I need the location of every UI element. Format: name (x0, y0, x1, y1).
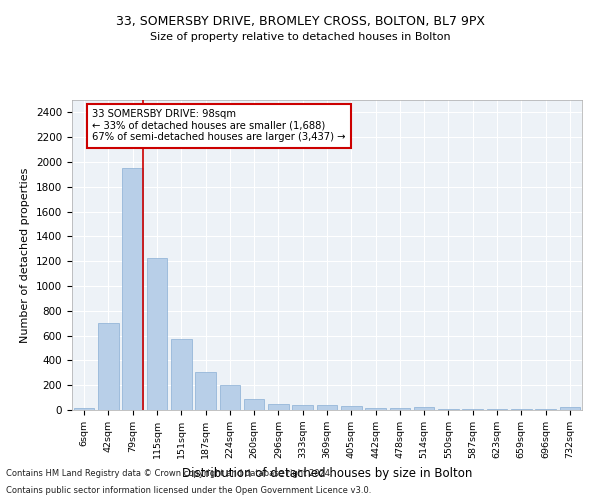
Bar (317, 405, 337, 410)
Text: 33 SOMERSBY DRIVE: 98sqm
← 33% of detached houses are smaller (1,688)
67% of sem: 33 SOMERSBY DRIVE: 98sqm ← 33% of detach… (92, 110, 346, 142)
Bar (414, 407, 434, 410)
Bar (122, 168, 143, 410)
X-axis label: Distribution of detached houses by size in Bolton: Distribution of detached houses by size … (182, 466, 472, 479)
Bar (74, 408, 94, 410)
Text: 33, SOMERSBY DRIVE, BROMLEY CROSS, BOLTON, BL7 9PX: 33, SOMERSBY DRIVE, BROMLEY CROSS, BOLTO… (115, 15, 485, 28)
Y-axis label: Number of detached properties: Number of detached properties (20, 168, 31, 342)
Text: Contains public sector information licensed under the Open Government Licence v3: Contains public sector information licen… (6, 486, 371, 495)
Bar (389, 408, 410, 410)
Bar (244, 400, 265, 410)
Bar (268, 404, 289, 410)
Bar (220, 384, 240, 410)
Text: Size of property relative to detached houses in Bolton: Size of property relative to detached ho… (149, 32, 451, 42)
Bar (292, 405, 313, 410)
Bar (560, 407, 580, 410)
Bar (195, 372, 216, 410)
Bar (365, 408, 386, 410)
Bar (146, 258, 167, 410)
Bar (341, 406, 362, 410)
Bar (98, 323, 119, 410)
Text: Contains HM Land Registry data © Crown copyright and database right 2024.: Contains HM Land Registry data © Crown c… (6, 468, 332, 477)
Bar (171, 338, 191, 410)
